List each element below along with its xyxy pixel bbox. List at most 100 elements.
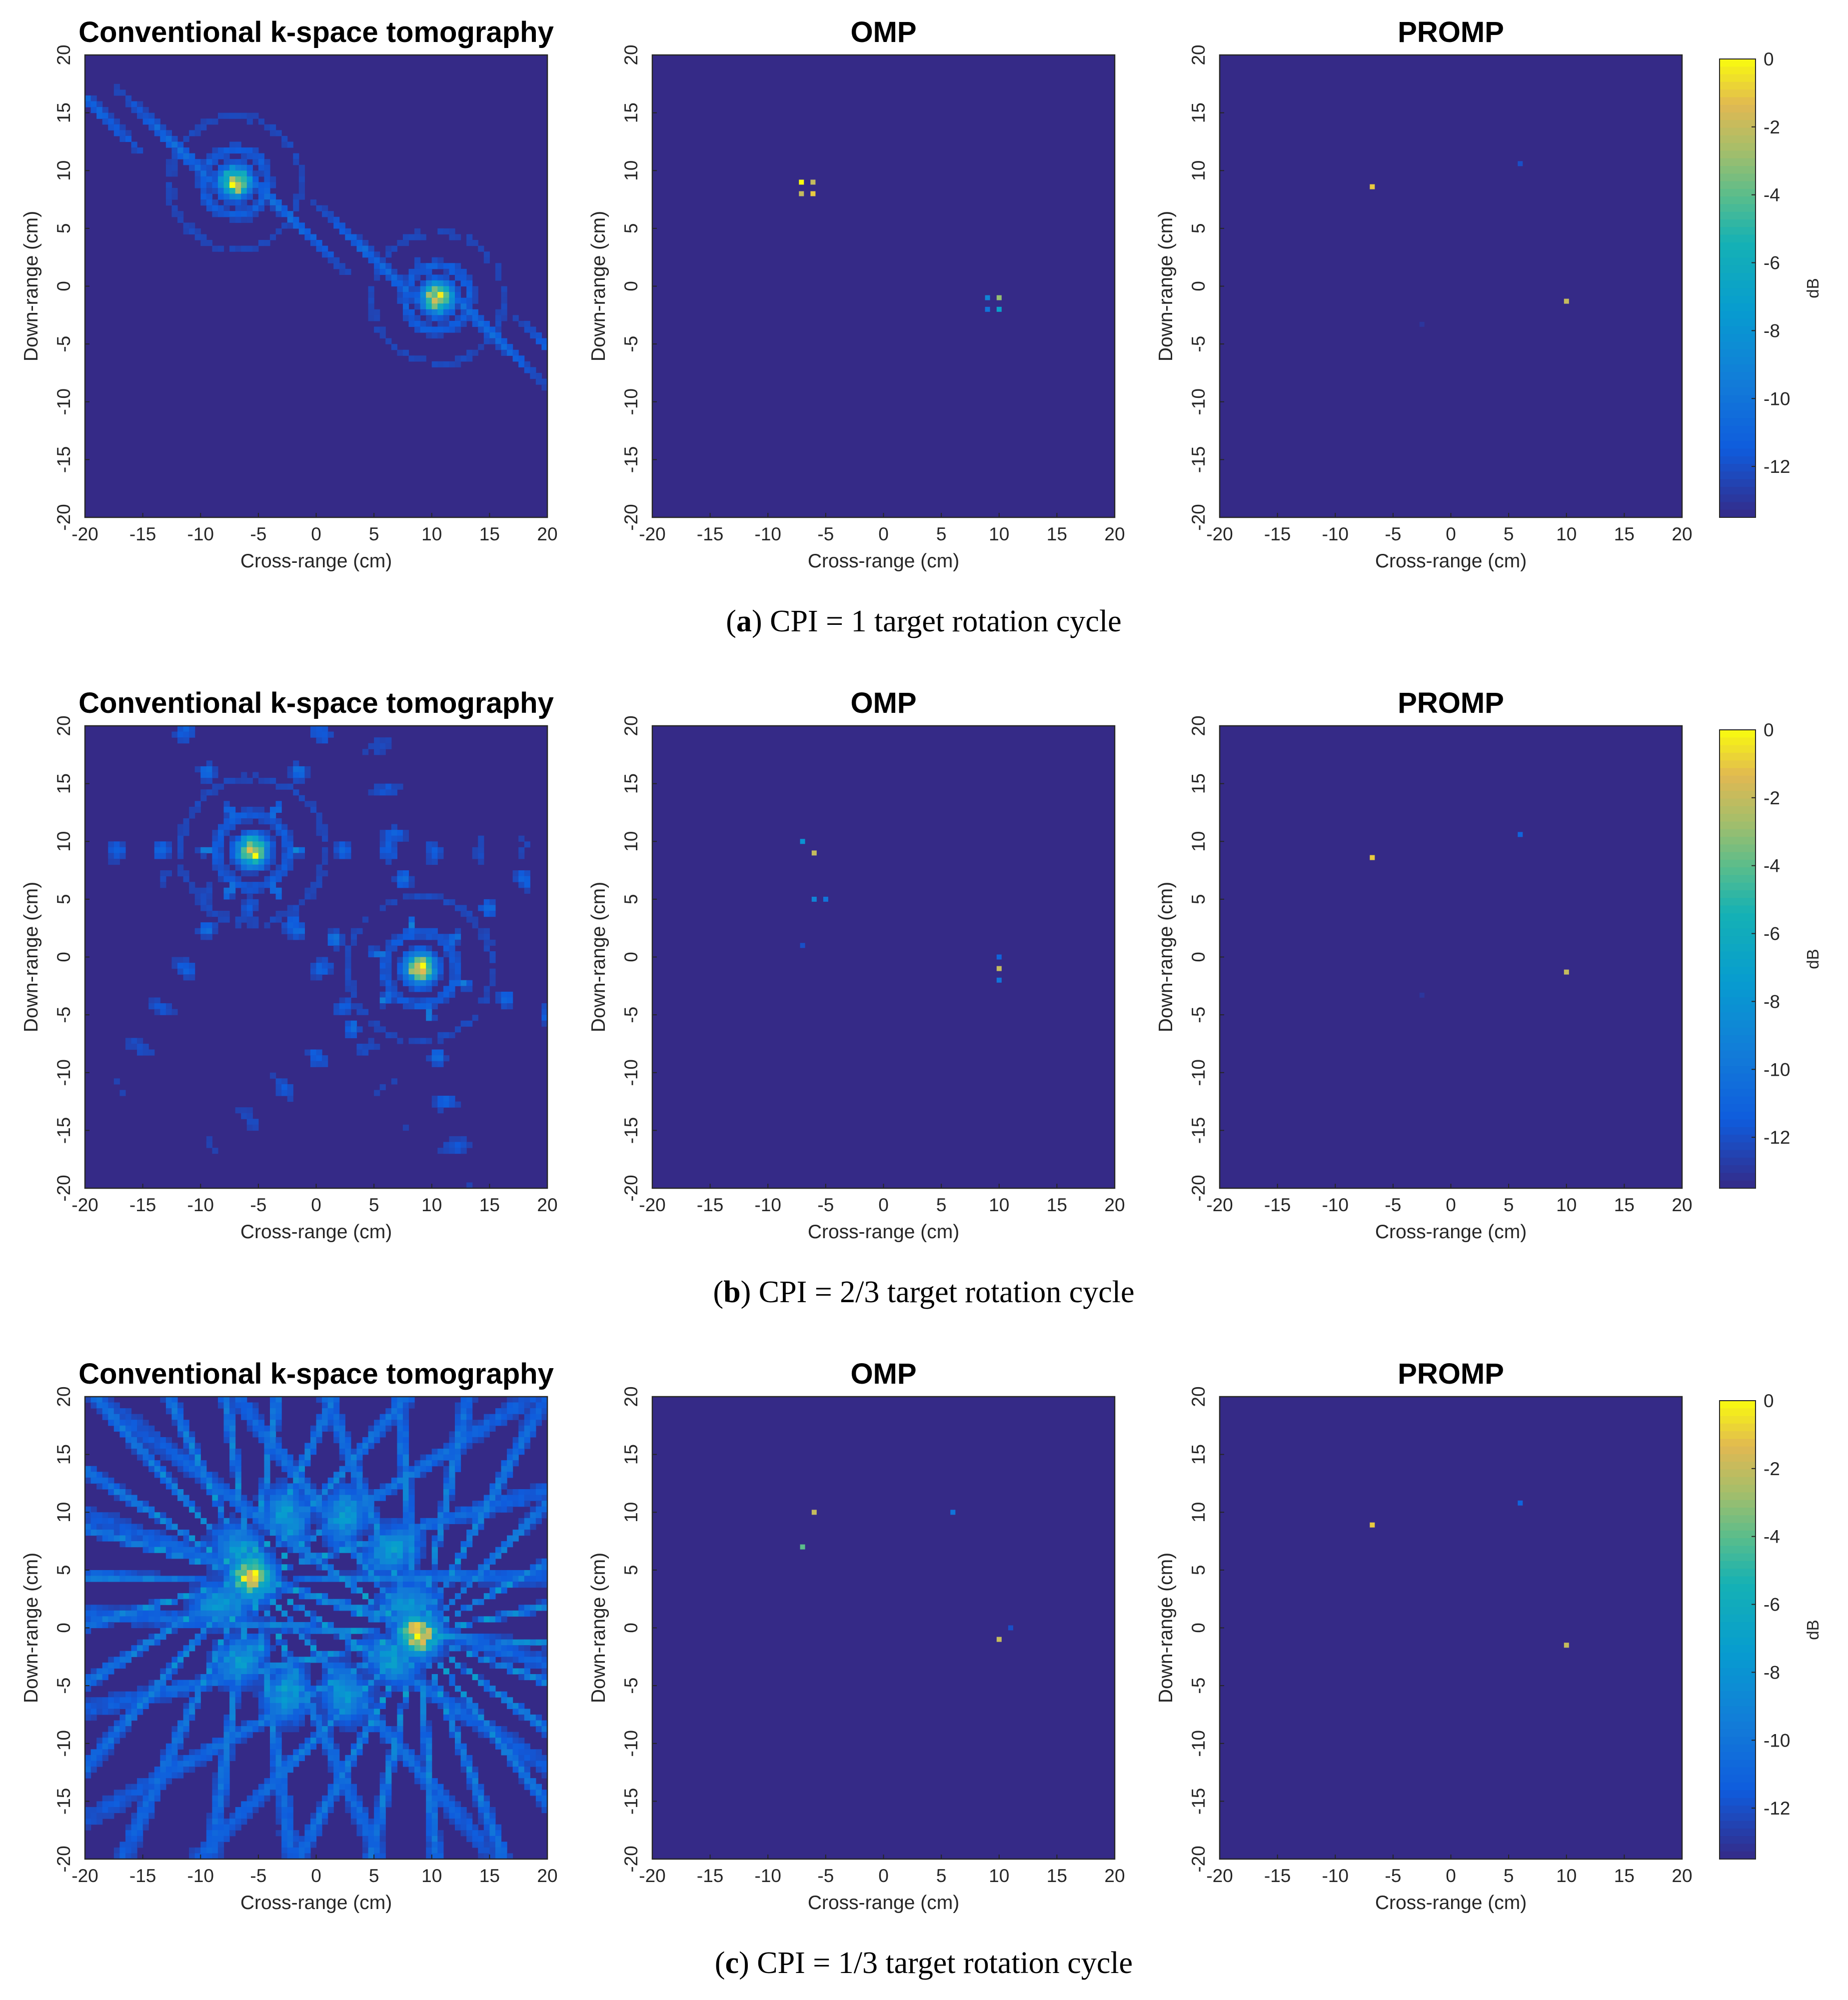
pixel-cell: [229, 1610, 236, 1617]
pixel-cell: [455, 1714, 461, 1721]
pixel-cell: [397, 1674, 403, 1681]
pixel-cell: [391, 1518, 397, 1524]
pixel-cell: [171, 957, 178, 963]
pixel-cell: [235, 1107, 241, 1114]
pixel-cell: [402, 1576, 409, 1582]
pixel-cell: [374, 1547, 380, 1553]
pixel-cell: [402, 1124, 409, 1131]
pixel-cell: [316, 1558, 322, 1565]
pixel-cell: [304, 1668, 311, 1675]
pixel-cell: [322, 1720, 328, 1727]
pixel-cell: [108, 858, 114, 865]
pixel-cell: [379, 1668, 386, 1675]
pixel-cell: [165, 1449, 172, 1455]
pixel-cell: [368, 1853, 374, 1860]
pixel-cell: [119, 1801, 126, 1808]
pixel-cell: [235, 1726, 241, 1733]
pixel-cell: [252, 1402, 259, 1409]
pixel-cell: [96, 1616, 103, 1623]
pixel-cell: [206, 1686, 212, 1692]
pixel-cell: [437, 309, 444, 315]
pixel-cell: [374, 309, 380, 315]
pixel-cell: [165, 1599, 172, 1605]
pixel-cell: [85, 1767, 91, 1773]
pixel-cell: [223, 1645, 230, 1652]
pixel-cell: [287, 922, 293, 929]
pixel-cell: [426, 1767, 432, 1773]
pixel-cell: [316, 1061, 322, 1067]
pixel-cell: [426, 1466, 432, 1472]
pixel-cell: [119, 1605, 126, 1611]
pixel-cell: [171, 1524, 178, 1530]
pixel-cell: [275, 1408, 282, 1415]
pixel-cell: [142, 1605, 149, 1611]
pixel-cell: [489, 1576, 496, 1582]
pixel-cell: [252, 882, 259, 888]
pixel-cell: [408, 292, 415, 298]
pixel-cell: [200, 193, 207, 200]
pixel-cell: [235, 1599, 241, 1605]
pixel-cell: [374, 1674, 380, 1681]
pixel-cell: [385, 338, 392, 344]
pixel-cell: [189, 1460, 195, 1467]
y-tick-label: -10: [53, 388, 74, 415]
pixel-cell: [154, 1622, 160, 1629]
pixel-cell: [119, 130, 126, 136]
pixel-cell: [281, 1703, 288, 1709]
pixel-cell: [241, 1610, 247, 1617]
pixel-cell: [397, 1599, 403, 1605]
pixel-cell: [391, 1547, 397, 1553]
pixel-cell: [177, 211, 184, 217]
pixel-cell: [281, 1697, 288, 1704]
pixel-cell: [264, 1622, 270, 1629]
pixel-cell: [391, 1593, 397, 1600]
pixel-cell: [391, 1564, 397, 1571]
pixel-cell: [408, 1634, 415, 1640]
pixel-cell: [374, 251, 380, 258]
pixel-cell: [281, 1090, 288, 1096]
pixel-cell: [96, 1605, 103, 1611]
pixel-cell: [455, 1449, 461, 1455]
pixel-cell: [137, 1570, 143, 1577]
pixel-cell: [298, 1605, 305, 1611]
pixel-cell: [270, 835, 276, 842]
pixel-cell: [160, 1576, 166, 1582]
pixel-cell: [293, 1703, 299, 1709]
pixel-cell: [327, 1790, 334, 1796]
pixel-cell: [483, 1836, 490, 1842]
pixel-cell: [160, 1610, 166, 1617]
pixel-cell: [125, 130, 132, 136]
pixel-cell: [426, 320, 432, 327]
pixel-cell: [275, 1454, 282, 1461]
pixel-cell: [189, 882, 195, 888]
pixel-cell: [165, 1628, 172, 1634]
pixel-cell: [229, 1605, 236, 1611]
x-tick-label: -10: [755, 524, 781, 544]
pixel-cell: [246, 1610, 253, 1617]
pixel-cell: [466, 309, 473, 315]
pixel-cell: [322, 957, 328, 963]
colorbar-segment: [1720, 120, 1756, 128]
pixel-cell: [270, 1547, 276, 1553]
pixel-cell: [495, 268, 502, 275]
pixel-cell: [96, 1738, 103, 1744]
pixel-cell: [206, 1524, 212, 1530]
pixel-cell: [339, 1547, 345, 1553]
y-tick-label: 10: [53, 831, 74, 852]
pixel-cell: [131, 1651, 137, 1657]
pixel-cell: [391, 1749, 397, 1756]
pixel-cell: [362, 1703, 369, 1709]
pixel-cell: [270, 1593, 276, 1600]
pixel-cell: [275, 1755, 282, 1762]
pixel-cell: [310, 1651, 317, 1657]
pixel-cell: [437, 1038, 444, 1044]
pixel-cell: [478, 1674, 484, 1681]
pixel-cell: [322, 1425, 328, 1432]
pixel-cell: [431, 1547, 438, 1553]
pixel-cell: [541, 384, 548, 391]
pixel-cell: [217, 1680, 224, 1686]
pixel-cell: [275, 1662, 282, 1669]
pixel-cell: [437, 1616, 444, 1623]
pixel-cell: [160, 1454, 166, 1461]
pixel-cell: [385, 1587, 392, 1594]
